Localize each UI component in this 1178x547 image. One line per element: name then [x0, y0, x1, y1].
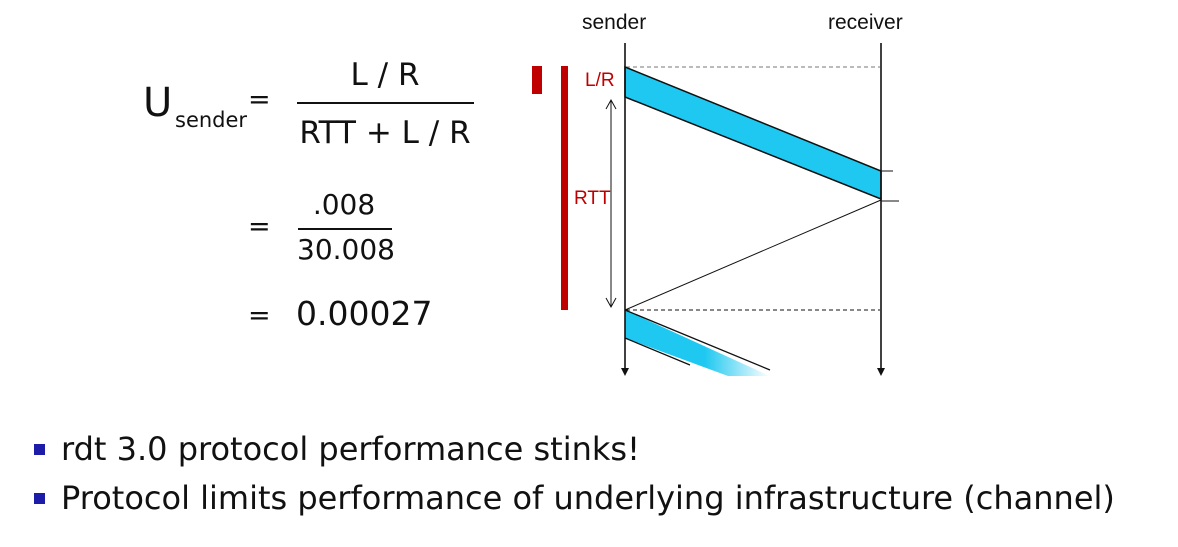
- rtt-arrow-down-icon: [605, 297, 617, 309]
- next-packet-top-edge: [624, 309, 771, 371]
- rtt-arrow-up-icon: [605, 98, 617, 110]
- sender-arrowhead: [621, 368, 629, 376]
- packet-transmission-band: [624, 65, 882, 201]
- utilization-result: 0.00027: [296, 294, 433, 333]
- utilization-subscript: sender: [175, 108, 248, 132]
- bullet-square-icon: [34, 492, 45, 504]
- bullet-text: Protocol limits performance of underlyin…: [61, 479, 1115, 517]
- bullet-text: rdt 3.0 protocol performance stinks!: [61, 430, 640, 468]
- rtt-label: RTT: [574, 188, 611, 209]
- fraction-2-bar: [298, 228, 392, 230]
- sender-label: sender: [582, 11, 647, 34]
- utilization-symbol: U: [143, 80, 173, 126]
- receiver-arrowhead: [877, 368, 885, 376]
- receiver-label: receiver: [828, 11, 903, 34]
- fraction-1-bar: [297, 102, 474, 104]
- next-packet-band: [625, 310, 770, 376]
- transmit-time-marker: [532, 66, 542, 94]
- transmit-time-label: L/R: [585, 70, 615, 91]
- equals-sign-3: =: [248, 300, 271, 331]
- fraction-2-denominator: 30.008: [297, 233, 395, 266]
- next-packet-bottom-edge: [624, 337, 691, 366]
- bullet-item: rdt 3.0 protocol performance stinks!: [34, 433, 640, 465]
- equals-sign-1: =: [248, 84, 271, 115]
- cycle-time-marker: [561, 66, 568, 310]
- fraction-1-numerator: L / R: [350, 57, 420, 93]
- equals-sign-2: =: [248, 211, 271, 242]
- bullet-square-icon: [34, 443, 45, 455]
- ack-line: [624, 199, 882, 311]
- fraction-2-numerator: .008: [312, 188, 376, 221]
- fraction-1-denominator: RTT + L / R: [299, 115, 471, 151]
- bullet-item: Protocol limits performance of underlyin…: [34, 482, 1115, 514]
